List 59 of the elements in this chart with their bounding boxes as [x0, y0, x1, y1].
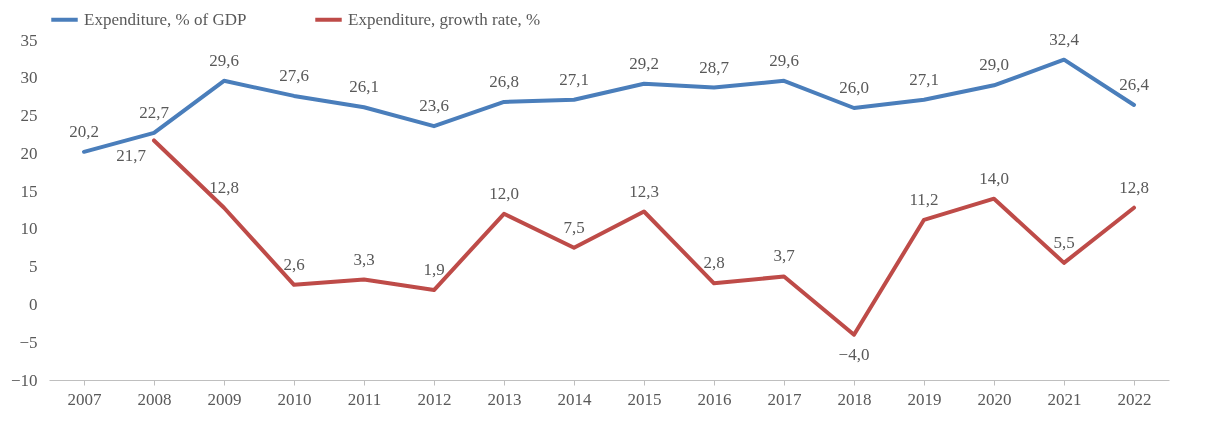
y-tick-label: 15 — [20, 181, 38, 201]
data-label: 27,1 — [909, 69, 939, 89]
data-label: 2,6 — [283, 254, 305, 274]
data-label: 5,5 — [1053, 232, 1075, 252]
data-label: 1,9 — [423, 260, 445, 280]
legend-label: Expenditure, growth rate, % — [348, 9, 541, 29]
x-tick-label: 2007 — [67, 389, 102, 409]
x-tick-label: 2014 — [557, 389, 592, 409]
x-tick-label: 2018 — [837, 389, 872, 409]
data-label: 28,7 — [699, 57, 730, 77]
data-label: 3,7 — [773, 246, 796, 266]
data-label: 22,7 — [139, 102, 170, 122]
data-label: 12,3 — [629, 181, 659, 201]
data-label: 12,0 — [489, 183, 519, 203]
x-tick-label: 2016 — [697, 389, 732, 409]
data-label: 14,0 — [979, 168, 1009, 188]
data-label: 29,6 — [209, 50, 239, 70]
x-tick-label: 2011 — [347, 389, 382, 409]
data-label: 21,7 — [116, 146, 147, 166]
x-tick-label: 2020 — [977, 389, 1012, 409]
y-tick-label: 20 — [20, 143, 38, 163]
x-tick-label: 2010 — [277, 389, 312, 409]
data-label: −4,0 — [838, 344, 870, 364]
y-tick-label: 35 — [20, 30, 38, 50]
x-tick-label: 2021 — [1047, 389, 1082, 409]
data-label: 26,4 — [1119, 74, 1150, 94]
x-tick-label: 2015 — [627, 389, 662, 409]
y-tick-label: 25 — [20, 106, 38, 126]
data-label: 29,0 — [979, 55, 1009, 75]
data-label: 26,1 — [349, 77, 379, 97]
data-label: 23,6 — [419, 96, 449, 116]
data-label: 3,3 — [353, 249, 375, 269]
y-tick-label: −5 — [19, 332, 38, 352]
data-label: 7,5 — [563, 217, 585, 237]
data-label: 29,6 — [769, 50, 799, 70]
data-label: 32,4 — [1049, 29, 1080, 49]
x-tick-label: 2012 — [417, 389, 452, 409]
x-tick-label: 2019 — [907, 389, 942, 409]
data-label: 27,1 — [559, 69, 589, 89]
y-tick-label: 5 — [29, 257, 38, 277]
data-label: 29,2 — [629, 53, 659, 73]
data-label: 27,6 — [279, 65, 309, 85]
data-label: 20,2 — [69, 121, 99, 141]
data-label: 11,2 — [909, 189, 939, 209]
x-tick-label: 2017 — [767, 389, 802, 409]
data-label: 26,8 — [489, 71, 519, 91]
x-tick-label: 2013 — [487, 389, 522, 409]
data-label: 2,8 — [703, 253, 725, 273]
y-tick-label: 30 — [20, 68, 38, 88]
legend-label: Expenditure, % of GDP — [84, 9, 247, 29]
data-label: 26,0 — [839, 78, 869, 97]
x-tick-label: 2022 — [1117, 389, 1152, 409]
x-tick-label: 2009 — [207, 389, 242, 409]
data-label: 12,8 — [1119, 177, 1149, 197]
x-tick-label: 2008 — [137, 389, 172, 409]
y-tick-label: 0 — [29, 294, 38, 314]
y-tick-label: −10 — [10, 370, 38, 390]
y-tick-label: 10 — [20, 219, 38, 239]
data-label: 12,8 — [209, 177, 239, 197]
